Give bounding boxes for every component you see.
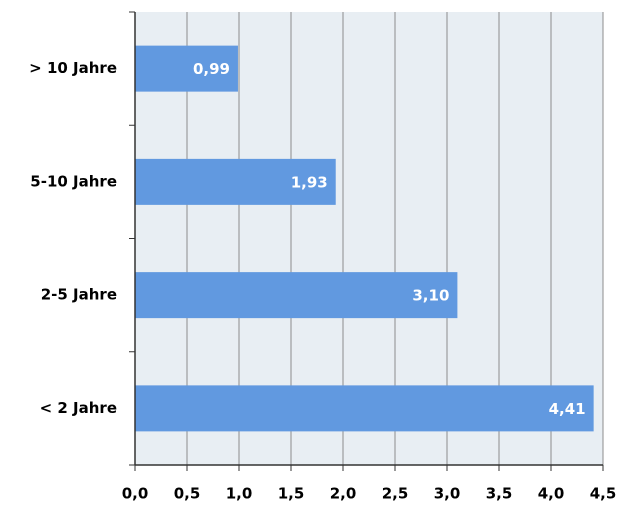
value-label: 4,41: [549, 400, 586, 418]
x-tick-label: 0,5: [174, 485, 201, 503]
x-tick-label: 4,5: [590, 485, 617, 503]
bar: [135, 272, 458, 319]
bar: [135, 158, 336, 205]
value-label: 3,10: [412, 287, 449, 305]
bar: [135, 385, 594, 432]
x-tick-label: 3,0: [434, 485, 461, 503]
x-tick-label: 1,5: [278, 485, 305, 503]
value-label: 1,93: [291, 173, 328, 191]
y-tick-label: 2-5 Jahre: [41, 286, 117, 304]
y-tick-label: < 2 Jahre: [40, 399, 117, 417]
value-label: 0,99: [193, 60, 230, 78]
x-tick-label: 4,0: [538, 485, 565, 503]
bar: [135, 45, 238, 92]
x-tick-label: 2,5: [382, 485, 409, 503]
x-tick-label: 1,0: [226, 485, 253, 503]
x-tick-label: 2,0: [330, 485, 357, 503]
y-tick-label: 5-10 Jahre: [30, 172, 117, 190]
x-tick-label: 0,0: [122, 485, 149, 503]
y-tick-label: > 10 Jahre: [29, 59, 117, 77]
x-tick-label: 3,5: [486, 485, 513, 503]
